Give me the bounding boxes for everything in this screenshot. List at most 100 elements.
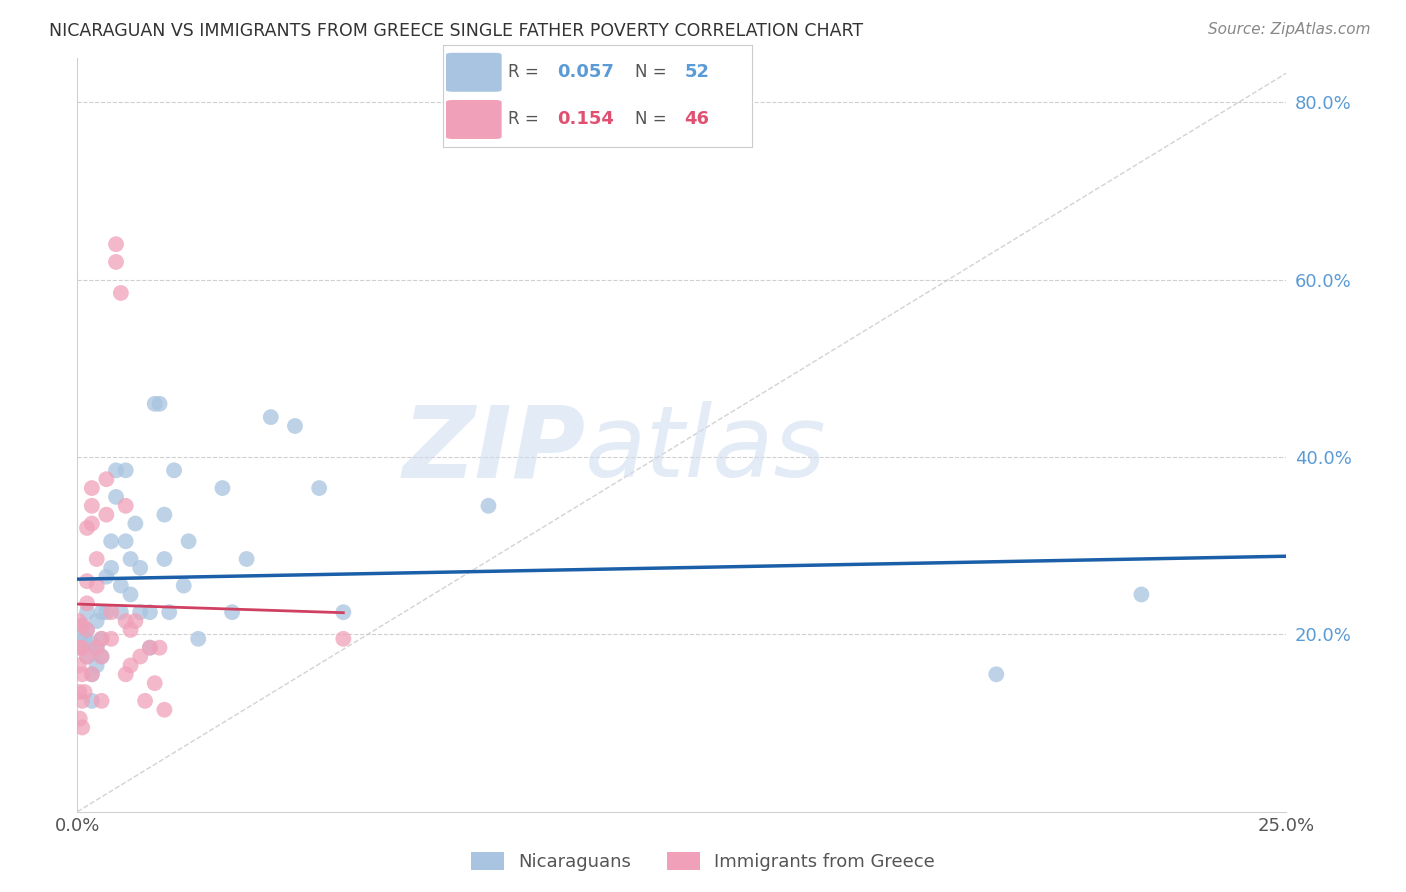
Point <box>105 237 128 252</box>
Point <box>114 534 136 549</box>
Point <box>96 570 118 584</box>
Point <box>90 694 112 708</box>
Text: R =: R = <box>508 63 538 81</box>
Point <box>114 614 136 628</box>
Point <box>86 578 108 592</box>
Point <box>90 632 112 646</box>
Point <box>90 632 112 646</box>
FancyBboxPatch shape <box>446 53 502 92</box>
Point <box>139 605 162 619</box>
Point <box>153 552 176 566</box>
Text: 0.057: 0.057 <box>557 63 614 81</box>
Point <box>129 561 152 575</box>
Point <box>76 574 98 589</box>
Point <box>67 640 90 655</box>
Legend: Nicaraguans, Immigrants from Greece: Nicaraguans, Immigrants from Greece <box>464 845 942 879</box>
Point <box>70 667 93 681</box>
Point <box>143 676 166 690</box>
Point <box>187 632 209 646</box>
Point <box>69 712 91 726</box>
Point <box>105 490 128 504</box>
Point <box>76 649 98 664</box>
Point <box>90 605 112 619</box>
Point <box>80 499 103 513</box>
Point <box>70 640 93 655</box>
Point <box>80 694 103 708</box>
Point <box>70 721 93 735</box>
Point <box>80 667 103 681</box>
Point <box>90 649 112 664</box>
Point <box>173 578 195 592</box>
Point <box>70 694 93 708</box>
Point <box>163 463 186 477</box>
Text: 46: 46 <box>685 111 709 128</box>
Point <box>76 521 98 535</box>
Text: 0.154: 0.154 <box>557 111 614 128</box>
Point <box>76 623 98 637</box>
Point <box>284 419 307 434</box>
Point <box>67 614 90 628</box>
Point <box>124 516 146 531</box>
Point <box>86 658 108 673</box>
Point <box>67 658 90 673</box>
Point <box>80 667 103 681</box>
Point <box>90 649 112 664</box>
Point <box>134 694 156 708</box>
Point <box>143 397 166 411</box>
Point <box>86 640 108 655</box>
Point <box>96 508 118 522</box>
Point <box>70 618 93 632</box>
Point <box>100 561 122 575</box>
Point <box>80 516 103 531</box>
Point <box>221 605 243 619</box>
Point <box>69 632 91 646</box>
Point <box>76 649 98 664</box>
Text: 52: 52 <box>685 63 709 81</box>
Point <box>70 640 93 655</box>
Point <box>76 605 98 619</box>
Point <box>100 632 122 646</box>
Point <box>96 472 118 486</box>
Point <box>110 605 132 619</box>
Point <box>73 632 96 646</box>
Point <box>110 578 132 592</box>
Point <box>120 587 142 601</box>
Point <box>100 534 122 549</box>
Text: R =: R = <box>508 111 538 128</box>
Point <box>139 640 162 655</box>
Point <box>120 552 142 566</box>
Point <box>105 463 128 477</box>
Point <box>120 623 142 637</box>
Point <box>477 499 499 513</box>
FancyBboxPatch shape <box>446 100 502 139</box>
Point <box>148 640 170 655</box>
Point <box>105 255 128 269</box>
Text: N =: N = <box>634 63 666 81</box>
Text: Source: ZipAtlas.com: Source: ZipAtlas.com <box>1208 22 1371 37</box>
Point <box>129 605 152 619</box>
Point <box>332 605 354 619</box>
Point <box>100 605 122 619</box>
Point <box>148 397 170 411</box>
Point <box>110 285 132 300</box>
Point <box>139 640 162 655</box>
Point <box>67 685 90 699</box>
Text: NICARAGUAN VS IMMIGRANTS FROM GREECE SINGLE FATHER POVERTY CORRELATION CHART: NICARAGUAN VS IMMIGRANTS FROM GREECE SIN… <box>49 22 863 40</box>
Point <box>86 640 108 655</box>
Point <box>332 632 354 646</box>
Point <box>308 481 330 495</box>
Point <box>211 481 233 495</box>
Point <box>986 667 1008 681</box>
Point <box>157 605 180 619</box>
Point <box>76 596 98 610</box>
Point <box>153 508 176 522</box>
Text: atlas: atlas <box>585 401 827 499</box>
Text: ZIP: ZIP <box>402 401 585 499</box>
Point <box>80 481 103 495</box>
Point <box>114 667 136 681</box>
Point <box>235 552 257 566</box>
Point <box>114 463 136 477</box>
Point <box>129 649 152 664</box>
Point <box>177 534 200 549</box>
Point <box>153 703 176 717</box>
